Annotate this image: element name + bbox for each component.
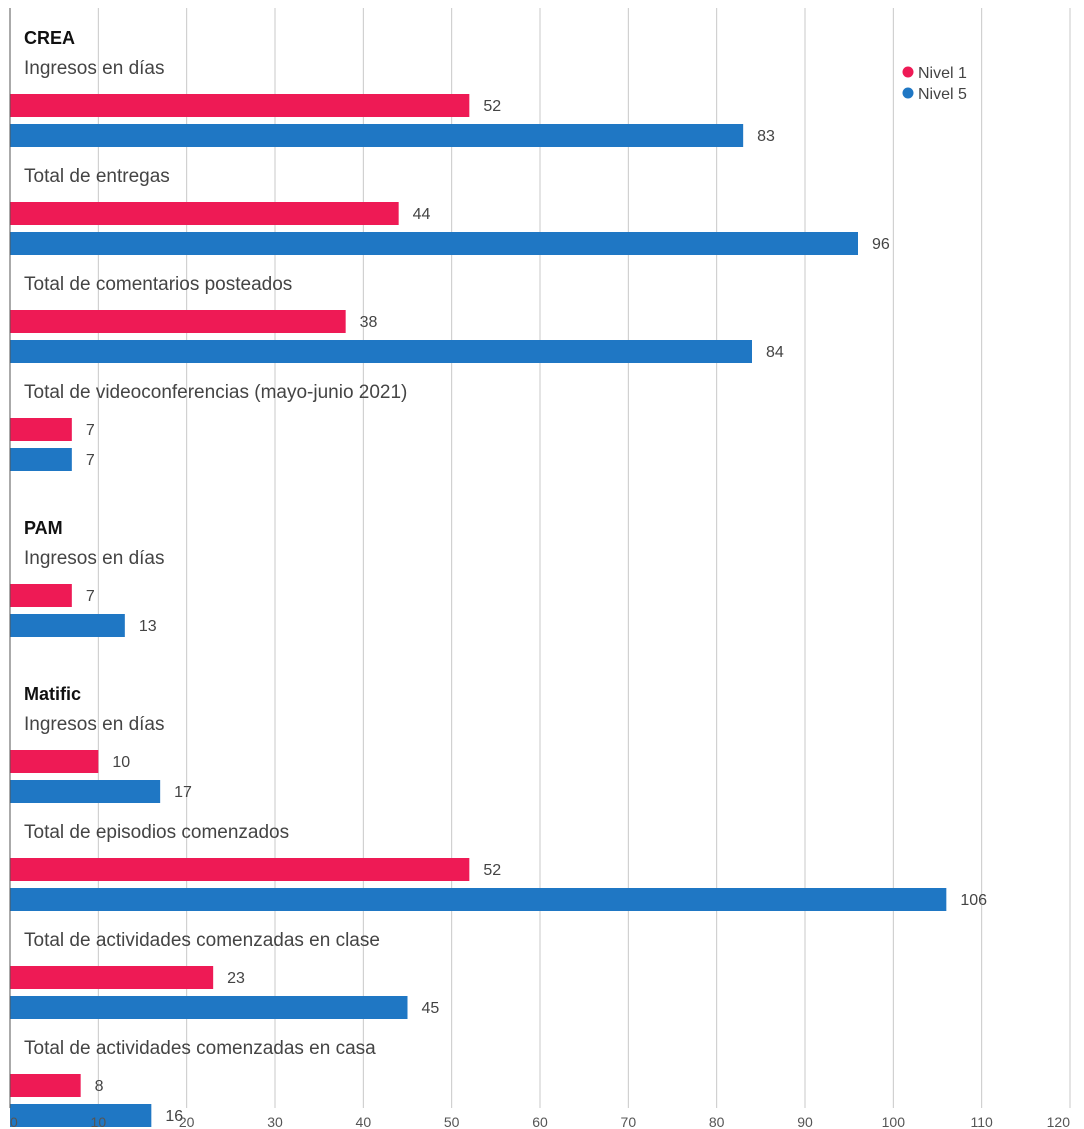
label-layer: CREA Ingresos en días 52 83 Total de entrega… — [24, 28, 987, 1125]
metric-label: Ingresos en días — [24, 714, 164, 735]
data-label: 23 — [227, 970, 245, 987]
bar-nivel-5 — [10, 232, 858, 255]
legend-marker-nivel-5 — [903, 88, 914, 99]
data-label: 52 — [483, 862, 501, 879]
bar-layer — [10, 94, 946, 1127]
metric-label: Total de videoconferencias (mayo-junio 2… — [24, 382, 407, 403]
metric-label: Ingresos en días — [24, 58, 164, 79]
bar-nivel-1 — [10, 584, 72, 607]
x-tick-label: 60 — [532, 1114, 548, 1129]
bar-nivel-5 — [10, 1104, 151, 1127]
group-title: Matific — [24, 684, 81, 704]
data-label: 96 — [872, 236, 890, 253]
data-label: 7 — [86, 588, 95, 605]
bar-nivel-5 — [10, 448, 72, 471]
bar-nivel-1 — [10, 750, 98, 773]
x-tick-label: 10 — [91, 1114, 107, 1129]
metric-label: Total de entregas — [24, 166, 170, 187]
data-label: 13 — [139, 618, 157, 635]
bar-nivel-1 — [10, 418, 72, 441]
legend-label: Nivel 1 — [918, 65, 967, 82]
data-label: 10 — [112, 754, 130, 771]
data-label: 84 — [766, 344, 784, 361]
x-tick-label: 110 — [971, 1114, 994, 1129]
x-tick-label: 80 — [709, 1114, 725, 1129]
metric-label: Total de actividades comenzadas en clase — [24, 930, 380, 951]
bar-nivel-5 — [10, 888, 946, 911]
bar-nivel-5 — [10, 614, 125, 637]
metric-label: Total de actividades comenzadas en casa — [24, 1038, 376, 1059]
legend-marker-nivel-1 — [903, 67, 914, 78]
legend: Nivel 1 Nivel 5 — [903, 65, 968, 103]
data-label: 45 — [422, 1000, 440, 1017]
group-title: PAM — [24, 518, 63, 538]
bar-nivel-1 — [10, 858, 469, 881]
bar-nivel-1 — [10, 202, 399, 225]
x-tick-label: 40 — [356, 1114, 372, 1129]
data-label: 7 — [86, 422, 95, 439]
x-tick-label: 100 — [882, 1114, 906, 1129]
x-tick-label: 20 — [179, 1114, 195, 1129]
data-label: 38 — [360, 314, 378, 331]
data-label: 52 — [483, 98, 501, 115]
x-tick-label: 90 — [797, 1114, 813, 1129]
bar-nivel-5 — [10, 780, 160, 803]
x-tick-label: 70 — [621, 1114, 637, 1129]
bar-nivel-5 — [10, 996, 408, 1019]
data-label: 83 — [757, 128, 775, 145]
bar-nivel-1 — [10, 966, 213, 989]
bar-nivel-1 — [10, 94, 469, 117]
bar-nivel-1 — [10, 310, 346, 333]
legend-label: Nivel 5 — [918, 86, 967, 103]
x-tick-label: 50 — [444, 1114, 460, 1129]
data-label: 8 — [95, 1078, 104, 1095]
group-title: CREA — [24, 28, 75, 48]
data-label: 44 — [413, 206, 431, 223]
x-tick-label: 120 — [1047, 1114, 1071, 1129]
data-label: 7 — [86, 452, 95, 469]
metric-label: Total de episodios comenzados — [24, 822, 289, 843]
x-tick-label: 30 — [267, 1114, 283, 1129]
bar-nivel-1 — [10, 1074, 81, 1097]
x-tick-label: 0 — [10, 1114, 18, 1129]
metric-label: Ingresos en días — [24, 548, 164, 569]
bar-nivel-5 — [10, 124, 743, 147]
data-label: 17 — [174, 784, 192, 801]
bar-nivel-5 — [10, 340, 752, 363]
metric-label: Total de comentarios posteados — [24, 274, 292, 295]
data-label: 106 — [960, 892, 987, 909]
